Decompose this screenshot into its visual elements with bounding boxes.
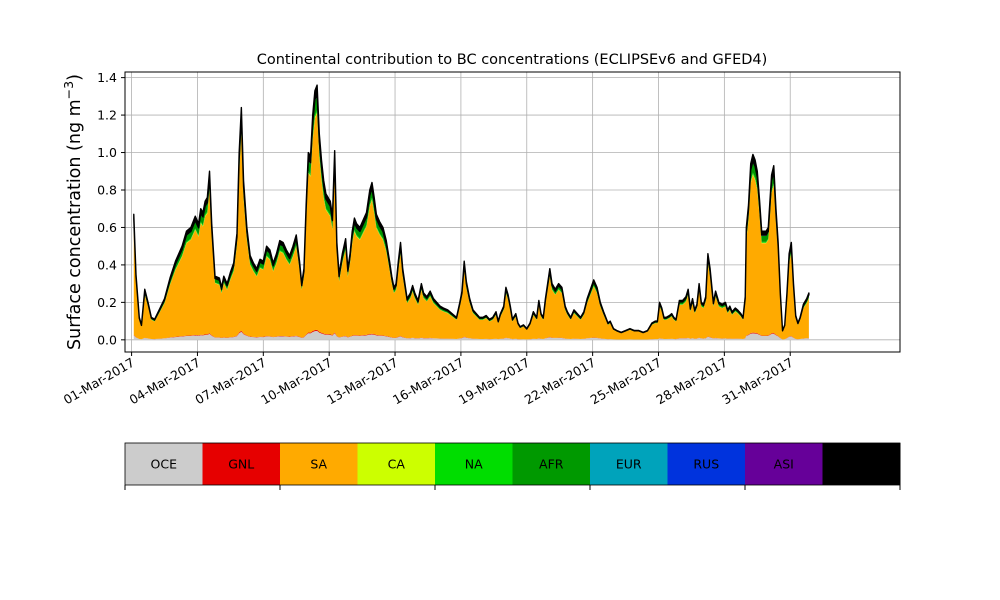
legend-label-eur: EUR <box>616 457 642 472</box>
legend-swatch-na <box>435 443 513 485</box>
legend-colorbar: OCE GNL SA CA NA AFR EUR RUS ASI AUS <box>124 442 901 490</box>
plot-frame <box>124 71 901 353</box>
x-tick-label: 04-Mar-2017 <box>127 355 203 408</box>
legend-swatch-aus <box>822 443 901 485</box>
chart-title: Continental contribution to BC concentra… <box>257 52 768 68</box>
legend-swatch-rus <box>667 443 746 485</box>
area-aus <box>133 84 810 334</box>
x-tick-label: 13-Mar-2017 <box>324 355 400 408</box>
x-tick-label: 10-Mar-2017 <box>258 355 334 408</box>
area-sa <box>133 113 809 340</box>
x-tick-label: 22-Mar-2017 <box>522 355 598 408</box>
y-tick-label: 1.4 <box>97 70 117 85</box>
legend-swatch-afr <box>512 443 591 485</box>
legend-swatch-eur <box>590 443 668 485</box>
legend-swatch-asi <box>745 443 823 485</box>
area-oce <box>133 330 809 340</box>
legend-swatch-gnl <box>202 443 281 485</box>
x-tick-label: 01-Mar-2017 <box>61 355 137 408</box>
y-tick-label: 1.0 <box>97 145 117 160</box>
stacked-area-series <box>133 84 810 340</box>
legend-label-afr: AFR <box>539 457 564 472</box>
y-axis-label-main: Surface concentration (ng m <box>65 99 85 350</box>
legend-swatch-ca <box>357 443 436 485</box>
x-tick-label: 31-Mar-2017 <box>719 355 795 408</box>
y-axis-label-close: ) <box>65 74 85 81</box>
y-axis-label: Surface concentration (ng m−3) <box>61 74 85 350</box>
x-tick-label: 28-Mar-2017 <box>653 355 729 408</box>
y-tick-label: 0.0 <box>97 332 117 347</box>
legend-label-gnl: GNL <box>228 457 254 472</box>
legend-label-sa: SA <box>310 457 327 472</box>
legend-swatch-oce <box>125 443 203 485</box>
y-tick-label: 0.4 <box>97 257 117 272</box>
legend-label-ca: CA <box>388 457 406 472</box>
legend-label-oce: OCE <box>151 457 178 472</box>
y-tick-label: 0.8 <box>97 182 117 197</box>
x-tick-label: 16-Mar-2017 <box>390 355 466 408</box>
x-tick-label: 19-Mar-2017 <box>456 355 532 408</box>
legend-label-asi: ASI <box>774 457 794 472</box>
legend-swatch-sa <box>280 443 358 485</box>
y-tick-label: 1.2 <box>97 108 117 123</box>
x-tick-label: 07-Mar-2017 <box>192 355 268 408</box>
legend-label-aus: AUS <box>848 457 874 472</box>
legend-label-na: NA <box>465 457 483 472</box>
legend-frame <box>124 442 901 486</box>
y-tick-label: 0.6 <box>97 220 117 235</box>
y-tick-label: 0.2 <box>97 295 117 310</box>
legend-label-rus: RUS <box>693 457 719 472</box>
x-tick-label: 25-Mar-2017 <box>588 355 664 408</box>
y-axis-label-superscript: −3 <box>61 81 76 99</box>
